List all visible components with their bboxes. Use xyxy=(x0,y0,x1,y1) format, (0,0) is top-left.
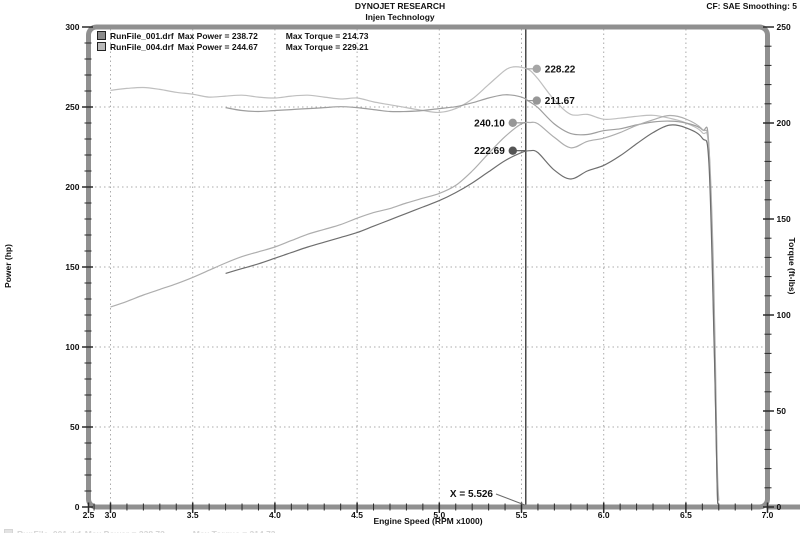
run004-max-power: Max Power = 244.67 xyxy=(177,41,258,52)
curve-run001_power xyxy=(225,124,719,504)
svg-text:200: 200 xyxy=(777,118,791,128)
svg-text:0: 0 xyxy=(777,502,782,512)
marker-dot-222.69 xyxy=(508,146,517,155)
legend-row-run001: RunFile_001.drf Max Power = 238.72 Max T… xyxy=(97,30,369,41)
curve-run001_torque xyxy=(225,94,719,505)
run004-swatch-icon xyxy=(97,42,106,51)
svg-text:250: 250 xyxy=(777,22,791,32)
svg-text:300: 300 xyxy=(65,22,79,32)
marker-label-211.67: 211.67 xyxy=(545,96,575,107)
power-axis-title: Power (hp) xyxy=(3,244,13,288)
svg-text:200: 200 xyxy=(65,182,79,192)
marker-label-222.69: 222.69 xyxy=(474,146,505,157)
marker-dot-211.67 xyxy=(532,96,541,105)
torque-axis-title: Torque (ft-lbs) xyxy=(787,237,797,295)
axis-ticks xyxy=(82,26,774,513)
svg-text:2.5: 2.5 xyxy=(83,510,95,520)
svg-text:50: 50 xyxy=(70,422,80,432)
svg-text:0: 0 xyxy=(75,502,80,512)
svg-text:250: 250 xyxy=(65,102,79,112)
ghost-swatch-icon xyxy=(4,529,13,533)
svg-text:7.0: 7.0 xyxy=(762,510,774,520)
svg-text:100: 100 xyxy=(65,342,79,352)
marker-label-228.22: 228.22 xyxy=(545,64,576,75)
run001-file-label: RunFile_001.drf xyxy=(110,30,174,41)
marker-dot-228.22 xyxy=(532,64,541,74)
svg-text:6.5: 6.5 xyxy=(680,510,692,520)
curves xyxy=(110,66,720,505)
svg-text:6.0: 6.0 xyxy=(598,510,610,520)
correction-smoothing-info: CF: SAE Smoothing: 5 xyxy=(706,1,797,11)
svg-text:4.5: 4.5 xyxy=(351,510,363,520)
cursor-x-label: X = 5.526 xyxy=(450,489,494,500)
svg-text:3.5: 3.5 xyxy=(187,510,199,520)
axis-tick-labels: 2.5 3.0 3.5 4.0 4.5 5.0 5.5 6.0 6.5 7.00501001502… xyxy=(65,22,791,520)
curve-run004_power xyxy=(110,114,720,501)
legend: RunFile_001.drf Max Power = 238.72 Max T… xyxy=(97,30,369,52)
svg-text:150: 150 xyxy=(65,262,79,272)
frame-extension xyxy=(766,504,800,510)
marker-label-240.10: 240.10 xyxy=(474,118,505,129)
rpm-axis-title: Engine Speed (RPM x1000) xyxy=(373,516,483,526)
gridlines xyxy=(90,29,766,505)
page-title: DYNOJET RESEARCH xyxy=(354,1,446,11)
run001-max-torque: Max Torque = 214.73 xyxy=(285,30,369,41)
svg-text:100: 100 xyxy=(777,310,791,320)
run001-swatch-icon xyxy=(97,31,106,40)
page-subtitle: Injen Technology xyxy=(365,12,435,22)
svg-text:3.0: 3.0 xyxy=(105,510,117,520)
clipped-footer-legend: RunFile_001.drf Max Power = 238.72 Max T… xyxy=(4,528,276,533)
svg-text:150: 150 xyxy=(777,214,791,224)
cursor-label-leader xyxy=(495,493,525,506)
run004-file-label: RunFile_004.drf xyxy=(110,41,174,52)
cursor-value-markers: 228.22 211.67 240.10 222.69 xyxy=(474,64,576,157)
svg-text:50: 50 xyxy=(777,406,787,416)
svg-text:4.0: 4.0 xyxy=(269,510,281,520)
svg-text:5.0: 5.0 xyxy=(433,510,445,520)
svg-text:5.5: 5.5 xyxy=(516,510,528,520)
legend-row-run004: RunFile_004.drf Max Power = 244.67 Max T… xyxy=(97,41,369,52)
marker-dot-240.10 xyxy=(508,118,517,128)
run001-max-power: Max Power = 238.72 xyxy=(177,30,258,41)
run004-max-torque: Max Torque = 229.21 xyxy=(285,41,369,52)
